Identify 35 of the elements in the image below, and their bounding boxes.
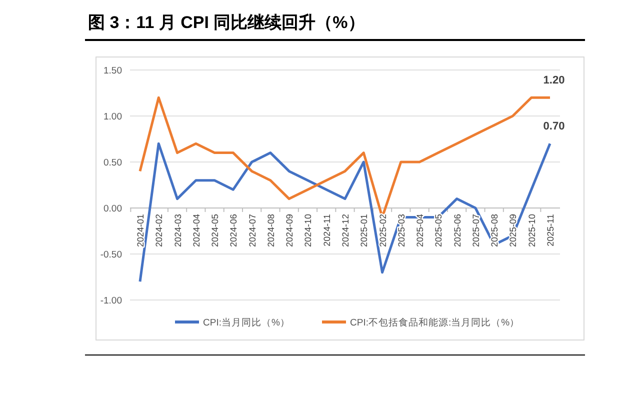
x-tick-label: 2025-07 <box>470 214 481 248</box>
x-tick-label: 2025-02 <box>378 214 388 248</box>
x-tick-label: 2024-02 <box>154 214 164 248</box>
x-tick-label: 2025-09 <box>508 214 518 248</box>
x-tick-label: 2024-07 <box>247 214 258 248</box>
legend-label: CPI:不包括食品和能源:当月同比（%） <box>350 316 520 328</box>
x-tick-label: 2025-04 <box>415 214 426 248</box>
chart-title: 图 3：11 月 CPI 同比继续回升（%） <box>88 13 365 32</box>
y-tick-label: 0.50 <box>104 158 122 168</box>
x-tick-label: 2024-08 <box>266 214 276 248</box>
x-tick-label: 2024-09 <box>284 214 295 248</box>
x-tick-label: 2025-11 <box>546 214 556 246</box>
x-tick-label: 2024-04 <box>191 214 202 248</box>
y-tick-label: 1.50 <box>104 66 122 76</box>
x-tick-label: 2025-10 <box>526 214 537 248</box>
x-tick-label: 2024-05 <box>210 214 220 248</box>
x-tick-label: 2024-11 <box>322 214 332 246</box>
x-tick-label: 2025-08 <box>490 214 500 248</box>
y-tick-label: 0.00 <box>104 204 122 214</box>
x-tick-label: 2025-06 <box>452 214 462 248</box>
x-tick-label: 2024-06 <box>228 214 239 248</box>
y-tick-label: -1.00 <box>100 296 122 306</box>
legend-label: CPI:当月同比（%） <box>203 316 290 328</box>
y-tick-label: 1.00 <box>104 112 122 122</box>
data-label: 0.70 <box>543 120 565 133</box>
x-tick-label: 2024-12 <box>340 214 350 248</box>
x-tick-label: 2024-01 <box>136 214 146 248</box>
x-tick-label: 2024-10 <box>303 214 314 248</box>
x-tick-label: 2025-05 <box>434 214 444 248</box>
x-tick-label: 2025-01 <box>359 214 370 248</box>
x-tick-label: 2024-03 <box>172 214 183 248</box>
data-label: 1.20 <box>543 74 565 87</box>
line-series <box>138 142 552 283</box>
x-tick-label: 2025-03 <box>396 214 406 248</box>
y-tick-label: -0.50 <box>100 250 122 260</box>
